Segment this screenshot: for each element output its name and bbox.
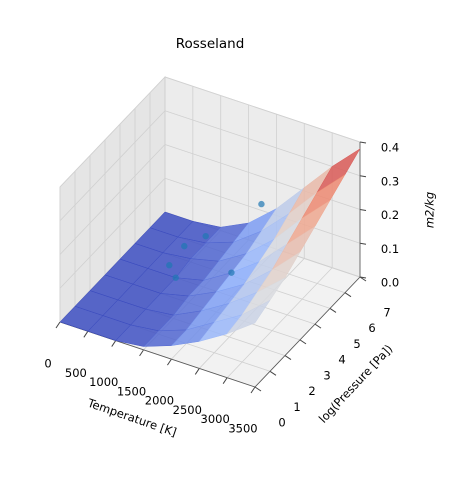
z-tick-label: 0.3 xyxy=(381,174,399,188)
scatter-point xyxy=(172,274,179,281)
x-tick xyxy=(194,368,200,375)
x-tick-label: 2500 xyxy=(173,403,202,417)
scatter-point xyxy=(228,269,235,276)
x-tick xyxy=(167,358,172,366)
y-tick-label: 4 xyxy=(338,353,345,367)
grid-line xyxy=(226,267,333,378)
y-tick xyxy=(314,323,322,329)
scatter-points xyxy=(166,200,265,281)
x-tick-label: 3000 xyxy=(201,412,230,426)
surface xyxy=(59,148,361,347)
x-tick-label: 500 xyxy=(65,366,87,380)
y-axis xyxy=(254,276,361,388)
grid-line xyxy=(164,177,361,244)
scatter-point xyxy=(166,262,173,269)
scatter-point xyxy=(181,242,188,250)
grid-line xyxy=(59,76,166,188)
x-tick-label: 3500 xyxy=(228,422,257,436)
scatter-point xyxy=(258,200,265,208)
x-tick-label: 2000 xyxy=(145,394,174,408)
y-tick-label: 7 xyxy=(383,306,390,320)
grid-line xyxy=(164,110,361,177)
y-tick-label: 3 xyxy=(323,368,330,382)
y-tick-label: 1 xyxy=(293,400,300,414)
x-tick-label: 1500 xyxy=(117,384,146,398)
surface-cell xyxy=(226,299,271,335)
y-tick xyxy=(344,292,352,298)
grid-line xyxy=(59,144,166,255)
grid-line xyxy=(59,110,166,222)
z-tick-label: 0.4 xyxy=(381,141,399,155)
y-tick xyxy=(299,339,307,345)
x-tick xyxy=(222,377,228,384)
grid-line xyxy=(59,177,166,289)
y-tick xyxy=(284,355,292,360)
z-tick xyxy=(359,242,367,245)
y-tick-label: 6 xyxy=(368,321,375,335)
z-tick xyxy=(359,141,367,144)
x-tick-label: 1000 xyxy=(89,375,118,389)
chart-title: Rosseland xyxy=(176,36,245,52)
x-tick xyxy=(139,349,144,357)
y-tick xyxy=(269,370,277,376)
x-tick xyxy=(250,386,256,394)
y-tick xyxy=(254,386,262,392)
z-tick xyxy=(359,276,367,279)
x-tick xyxy=(111,340,117,347)
x-tick xyxy=(83,331,89,338)
grid-line xyxy=(164,76,361,143)
y-tick-label: 0 xyxy=(278,416,285,430)
x-tick xyxy=(55,321,61,329)
z-axis-label: m2/kg xyxy=(423,192,437,228)
x-tick-label: 0 xyxy=(44,357,51,371)
scatter-point xyxy=(202,232,209,240)
y-tick-label: 5 xyxy=(353,337,360,351)
y-axis-label: log(Pressure [Pa]) xyxy=(316,342,396,426)
y-tick-label: 2 xyxy=(308,384,315,398)
z-tick-label: 0.2 xyxy=(381,208,399,222)
z-tick-label: 0.0 xyxy=(381,276,399,290)
z-tick xyxy=(359,209,367,211)
y-tick xyxy=(329,308,337,313)
z-tick xyxy=(359,175,367,178)
z-tick-label: 0.1 xyxy=(381,242,399,256)
